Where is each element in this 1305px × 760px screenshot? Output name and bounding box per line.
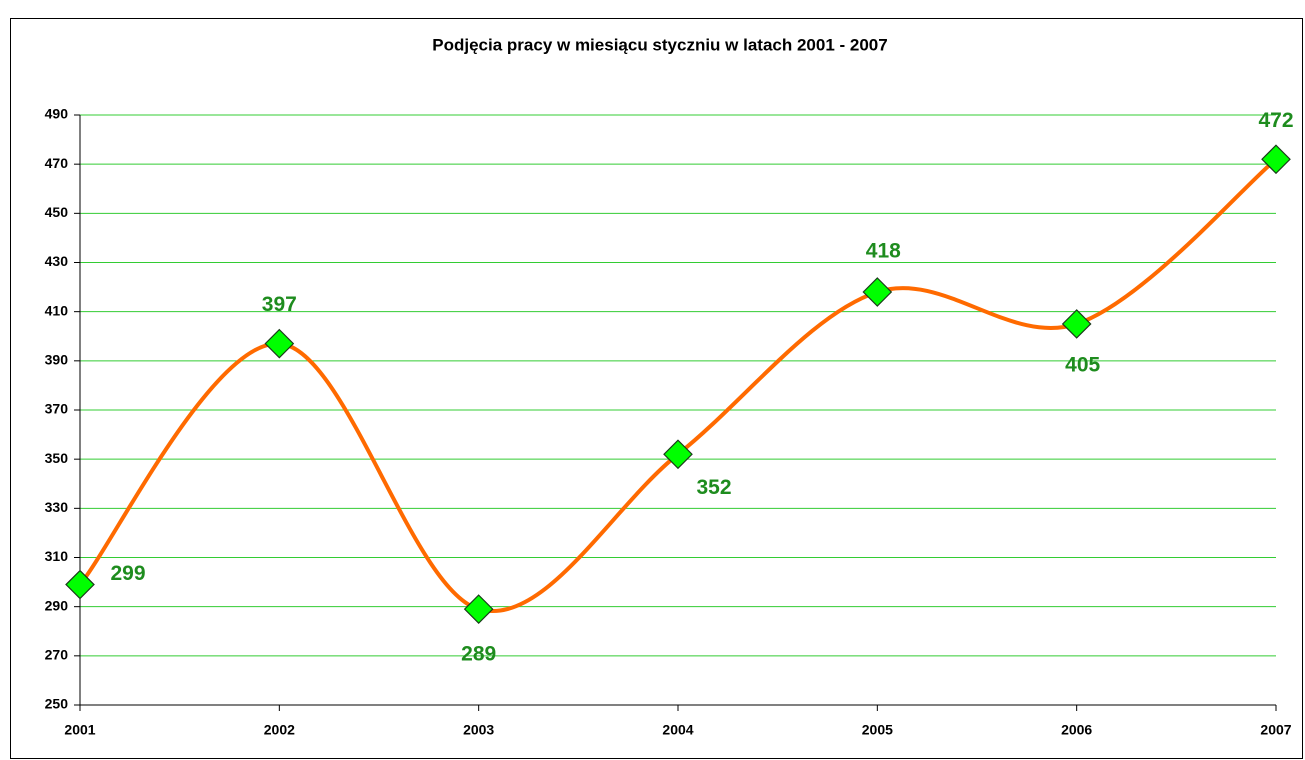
marker (264, 328, 295, 359)
data-label: 418 (866, 240, 901, 263)
marker (1261, 144, 1291, 175)
y-tick-label: 270 (45, 647, 69, 663)
x-tick-label: 2002 (264, 722, 295, 738)
x-tick-label: 2003 (463, 722, 494, 738)
y-tick-label: 430 (45, 253, 69, 269)
y-tick-label: 310 (45, 548, 69, 564)
y-tick-label: 370 (45, 401, 69, 417)
marker (463, 594, 494, 624)
x-tick-label: 2001 (64, 722, 95, 738)
data-label: 352 (696, 476, 731, 499)
y-tick-label: 450 (45, 204, 69, 220)
marker (1061, 309, 1092, 339)
marker (862, 277, 893, 307)
data-label: 397 (262, 293, 297, 316)
y-tick-label: 470 (45, 155, 69, 171)
x-tick-label: 2007 (1260, 722, 1291, 738)
chart-frame (10, 18, 1303, 759)
y-tick-label: 250 (45, 696, 69, 712)
marker (65, 569, 95, 600)
marker (663, 439, 693, 470)
x-tick-label: 2006 (1061, 722, 1092, 738)
y-tick-label: 390 (45, 352, 69, 368)
data-label: 405 (1065, 354, 1100, 377)
data-label: 299 (110, 562, 145, 585)
x-tick-label: 2004 (662, 722, 693, 738)
chart-title: Podjęcia pracy w miesiącu styczniu w lat… (432, 35, 887, 54)
data-label: 472 (1258, 109, 1293, 132)
y-tick-label: 290 (45, 597, 69, 613)
y-tick-label: 350 (45, 450, 69, 466)
y-tick-label: 410 (45, 302, 69, 318)
y-tick-label: 330 (45, 499, 69, 515)
data-label: 289 (461, 643, 496, 666)
y-tick-label: 490 (45, 106, 69, 122)
x-tick-label: 2005 (862, 722, 893, 738)
